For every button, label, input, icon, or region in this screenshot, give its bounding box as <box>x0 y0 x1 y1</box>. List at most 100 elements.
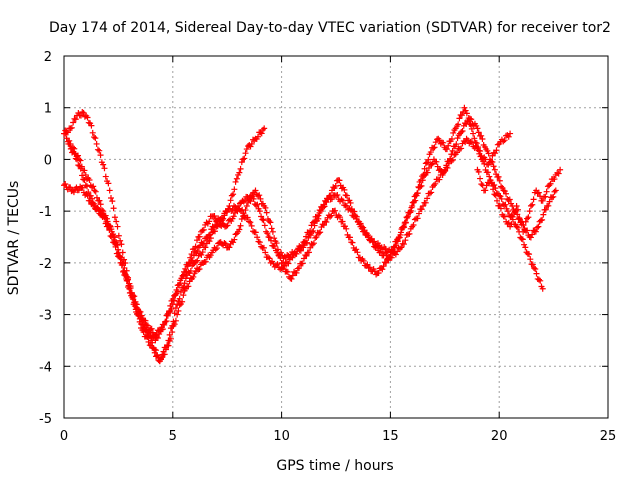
data-point <box>389 246 396 253</box>
data-point <box>111 214 118 221</box>
data-point <box>247 143 254 150</box>
data-point <box>468 116 475 123</box>
data-point <box>543 188 550 195</box>
data-point <box>82 182 89 189</box>
data-point <box>462 107 469 114</box>
data-point <box>466 140 473 147</box>
data-point <box>349 239 356 246</box>
data-point <box>520 228 527 235</box>
data-point <box>394 238 401 245</box>
data-point <box>310 240 317 247</box>
data-point <box>339 197 346 204</box>
y-tick-label: -2 <box>39 257 52 272</box>
data-point <box>415 210 422 217</box>
data-point <box>81 113 88 120</box>
data-point <box>185 283 192 290</box>
data-point <box>425 165 432 172</box>
data-point <box>486 173 493 180</box>
data-point <box>200 240 207 247</box>
data-point <box>235 205 242 212</box>
data-point <box>93 204 100 211</box>
data-point <box>522 244 529 251</box>
data-point <box>501 213 508 220</box>
data-point <box>142 326 149 333</box>
data-point <box>552 187 559 194</box>
data-point <box>491 166 498 173</box>
data-point <box>478 181 485 188</box>
data-point <box>173 286 180 293</box>
data-point <box>91 134 98 141</box>
data-point <box>391 243 398 250</box>
data-point <box>260 217 267 224</box>
data-point <box>488 179 495 186</box>
data-point <box>224 222 231 229</box>
data-point <box>108 194 115 201</box>
data-point <box>267 259 274 266</box>
data-point <box>115 232 122 239</box>
data-point <box>544 183 551 190</box>
data-point <box>365 265 372 272</box>
data-point <box>343 192 350 199</box>
data-point <box>263 209 270 216</box>
data-point <box>401 241 407 248</box>
data-point <box>402 237 409 244</box>
data-point <box>315 215 322 222</box>
data-point <box>129 294 136 301</box>
data-point <box>156 330 163 337</box>
data-point <box>506 196 513 203</box>
data-point <box>313 234 320 240</box>
data-point <box>241 155 248 162</box>
data-point <box>360 257 367 264</box>
data-point <box>470 130 477 137</box>
data-point <box>369 239 376 246</box>
data-point <box>503 190 510 197</box>
data-point <box>171 321 178 328</box>
data-point <box>266 217 273 224</box>
data-point <box>305 249 312 256</box>
data-point <box>311 222 318 229</box>
data-point <box>436 176 443 183</box>
data-point <box>353 246 360 253</box>
data-point <box>497 193 504 200</box>
data-point <box>547 180 554 187</box>
data-point <box>431 144 438 151</box>
data-point <box>88 195 95 202</box>
data-point <box>551 176 558 183</box>
data-point <box>151 346 158 353</box>
data-point <box>459 128 466 135</box>
data-point <box>147 331 154 338</box>
data-point <box>207 231 214 238</box>
data-point <box>285 260 292 267</box>
data-point <box>107 232 114 239</box>
data-point <box>414 215 421 222</box>
data-point <box>475 168 482 175</box>
data-point <box>254 201 261 208</box>
data-point <box>105 223 112 230</box>
data-point <box>106 187 113 194</box>
data-point <box>274 261 281 268</box>
data-point <box>174 311 181 318</box>
data-point <box>535 223 542 230</box>
data-point <box>113 250 120 257</box>
data-point <box>245 218 252 225</box>
data-point <box>257 195 264 202</box>
data-point <box>105 180 112 187</box>
data-point <box>327 192 334 199</box>
data-point <box>539 216 546 223</box>
data-point <box>94 146 101 153</box>
data-point <box>474 125 481 132</box>
data-point <box>165 342 172 349</box>
data-point <box>463 110 470 117</box>
x-axis-label: GPS time / hours <box>276 458 393 474</box>
data-point <box>262 204 269 211</box>
data-point <box>162 346 169 353</box>
data-point <box>116 254 123 261</box>
data-point <box>397 231 404 238</box>
data-point <box>85 189 92 196</box>
data-point <box>443 146 450 153</box>
data-layer <box>61 104 564 365</box>
data-point <box>101 214 108 221</box>
data-point <box>539 197 546 204</box>
data-point <box>339 218 346 225</box>
